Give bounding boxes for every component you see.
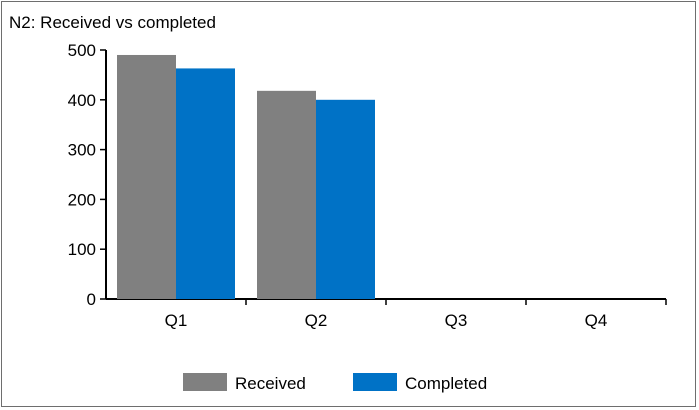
bar-received-q2 bbox=[257, 90, 316, 299]
y-tick-label: 0 bbox=[87, 290, 96, 309]
chart-title: N2: Received vs completed bbox=[9, 13, 216, 32]
x-tick-label: Q1 bbox=[165, 311, 188, 330]
bars bbox=[117, 54, 375, 300]
legend: Received Completed bbox=[183, 373, 487, 393]
legend-swatch-completed bbox=[353, 373, 397, 391]
x-tick-label: Q3 bbox=[445, 311, 468, 330]
bar-completed-q2 bbox=[316, 99, 375, 299]
y-tick-label: 500 bbox=[68, 41, 96, 60]
x-tick-label: Q4 bbox=[585, 311, 608, 330]
bar-completed-q1 bbox=[176, 68, 235, 300]
x-tick-label: Q2 bbox=[305, 311, 328, 330]
legend-swatch-received bbox=[183, 373, 227, 391]
x-axis: Q1 Q2 Q3 Q4 bbox=[106, 298, 667, 330]
y-tick-label: 200 bbox=[68, 190, 96, 209]
y-tick-label: 300 bbox=[68, 141, 96, 160]
bar-received-q1 bbox=[117, 54, 176, 300]
y-tick-label: 100 bbox=[68, 240, 96, 259]
legend-label-received: Received bbox=[235, 374, 306, 393]
y-tick-label: 400 bbox=[68, 91, 96, 110]
legend-label-completed: Completed bbox=[405, 374, 487, 393]
y-axis: 0 100 200 300 400 500 bbox=[68, 41, 107, 309]
